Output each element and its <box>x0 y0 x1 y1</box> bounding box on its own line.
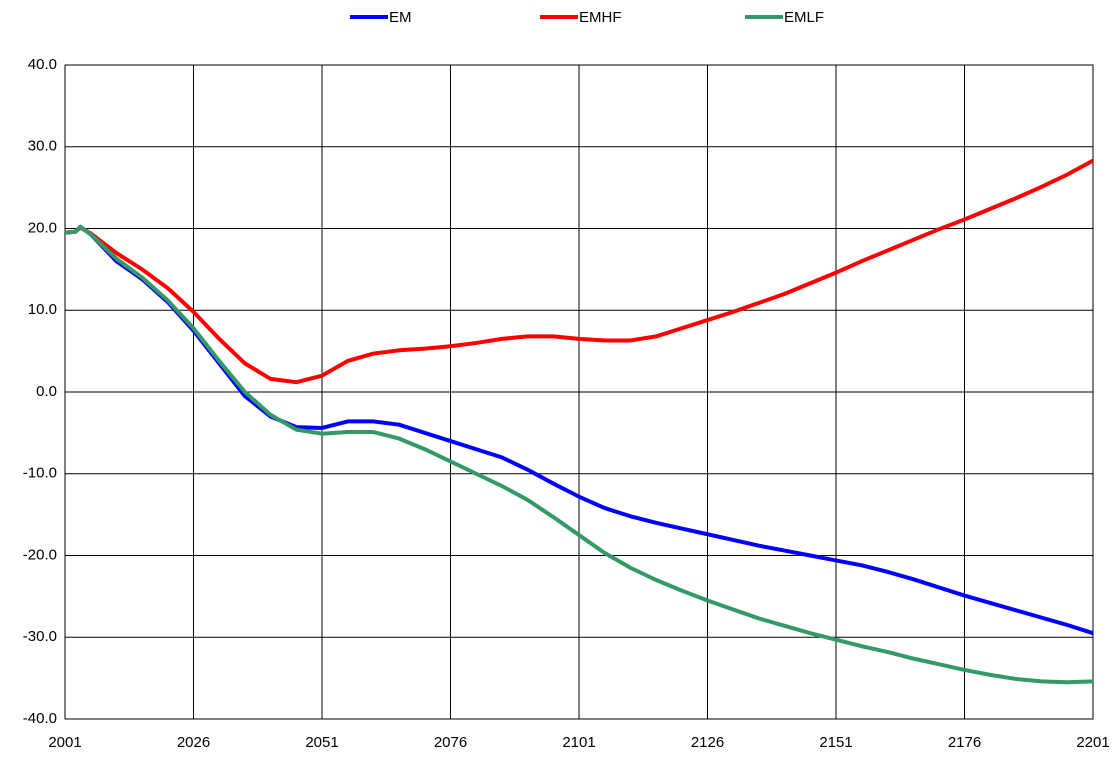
y-tick-label: 10.0 <box>28 301 57 318</box>
x-tick-label: 2126 <box>691 734 724 751</box>
x-tick-label: 2001 <box>48 734 81 751</box>
x-tick-label: 2101 <box>562 734 595 751</box>
y-tick-label: 0.0 <box>36 383 57 400</box>
y-tick-label: -20.0 <box>23 546 57 563</box>
y-tick-label: 40.0 <box>28 56 57 73</box>
y-tick-label: 30.0 <box>28 138 57 155</box>
x-tick-label: 2026 <box>177 734 210 751</box>
legend-label: EM <box>389 9 412 26</box>
line-series <box>64 224 1094 685</box>
legend-label: EMLF <box>784 9 824 26</box>
x-tick-label: 2176 <box>948 734 981 751</box>
y-tick-label: 20.0 <box>28 219 57 236</box>
legend-label: EMHF <box>579 9 622 26</box>
y-tick-label: -30.0 <box>23 628 57 645</box>
x-tick-label: 2051 <box>305 734 338 751</box>
y-tick-label: -40.0 <box>23 710 57 727</box>
y-tick-label: -10.0 <box>23 465 57 482</box>
x-tick-label: 2201 <box>1076 734 1109 751</box>
x-tick-label: 2151 <box>819 734 852 751</box>
line-series <box>64 158 1094 385</box>
plot-border <box>64 64 1094 720</box>
x-tick-label: 2076 <box>434 734 467 751</box>
